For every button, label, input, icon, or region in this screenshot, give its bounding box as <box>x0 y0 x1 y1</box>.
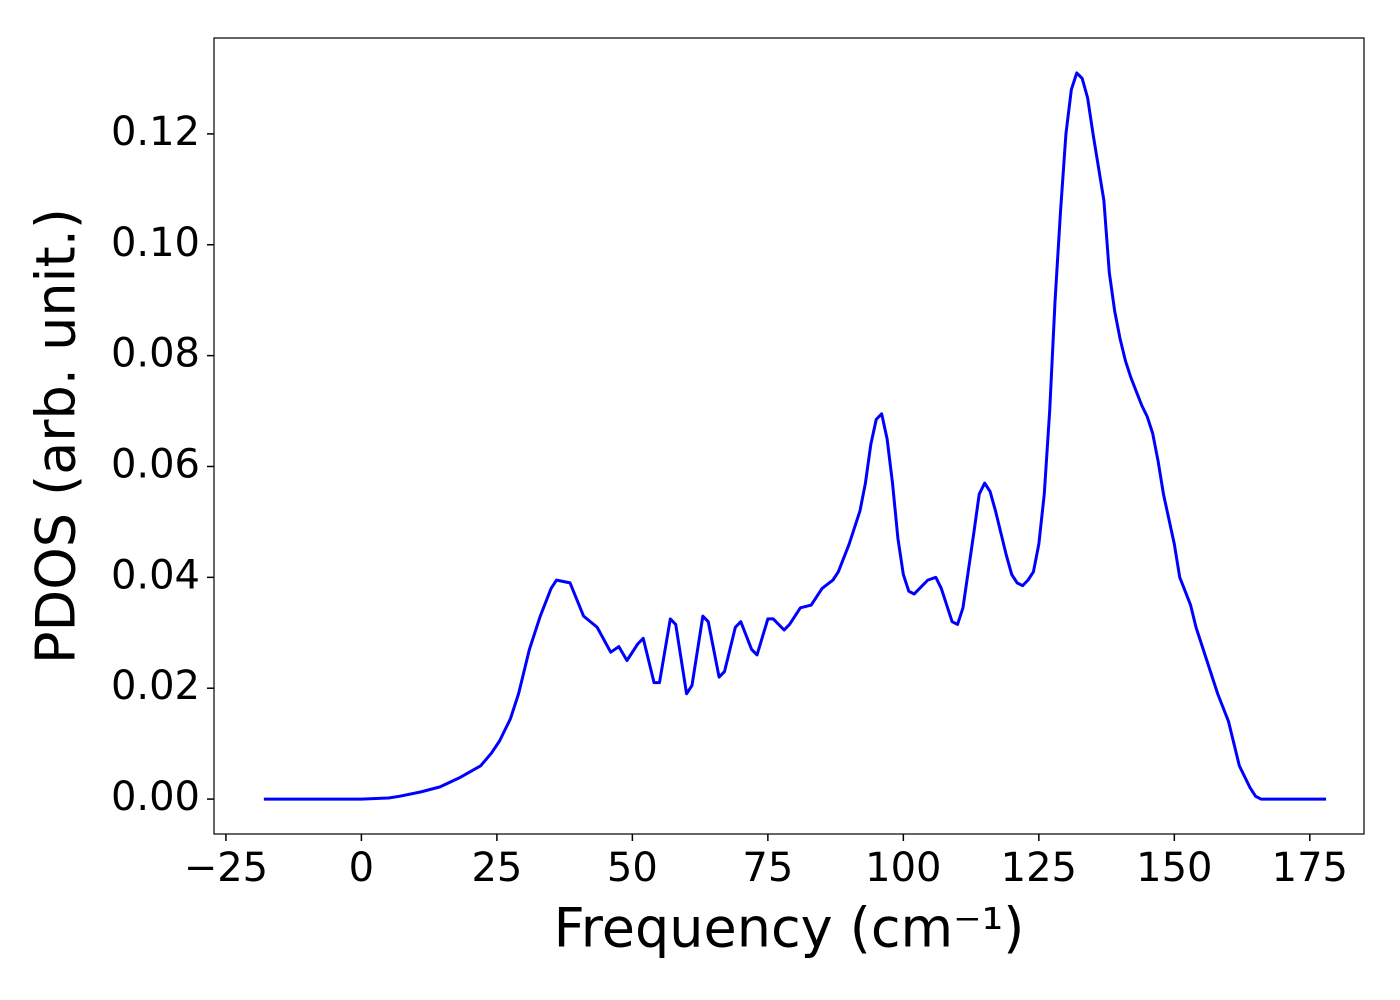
x-tick-label: 50 <box>607 845 658 891</box>
data-line <box>263 71 1327 801</box>
x-tick-label: 175 <box>1272 845 1348 891</box>
x-tick-label: 0 <box>349 845 374 891</box>
y-tick-label: 0.00 <box>111 774 200 820</box>
y-tick-label: 0.08 <box>111 331 200 377</box>
plot-frame <box>213 37 1365 835</box>
y-tick-label: 0.04 <box>111 552 200 598</box>
y-tick-label: 0.10 <box>111 220 200 266</box>
x-axis-label: Frequency (cm⁻¹) <box>554 897 1025 960</box>
x-tick-label: 25 <box>471 845 522 891</box>
y-tick-label: 0.02 <box>111 663 200 709</box>
y-tick-label: 0.12 <box>111 109 200 155</box>
x-tick-label: −25 <box>184 845 268 891</box>
y-tick-label: 0.06 <box>111 441 200 487</box>
x-tick-label: 150 <box>1136 845 1212 891</box>
x-tick-label: 125 <box>1001 845 1077 891</box>
x-tick-label: 100 <box>865 845 941 891</box>
y-axis-label: PDOS (arb. unit.) <box>25 208 88 664</box>
x-tick-label: 75 <box>742 845 793 891</box>
